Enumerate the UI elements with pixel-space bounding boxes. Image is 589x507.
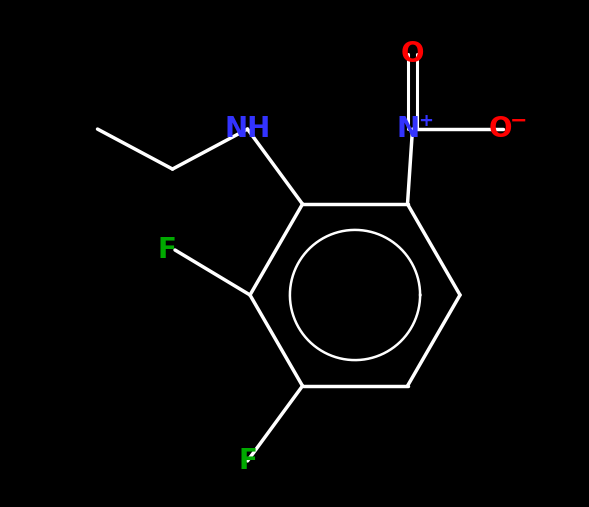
Text: F: F: [238, 447, 257, 475]
Text: O: O: [401, 40, 424, 68]
Text: +: +: [418, 112, 433, 130]
Text: N: N: [397, 115, 420, 143]
Text: O: O: [489, 115, 512, 143]
Text: −: −: [509, 111, 527, 131]
Text: NH: NH: [224, 115, 270, 143]
Text: F: F: [158, 236, 177, 264]
